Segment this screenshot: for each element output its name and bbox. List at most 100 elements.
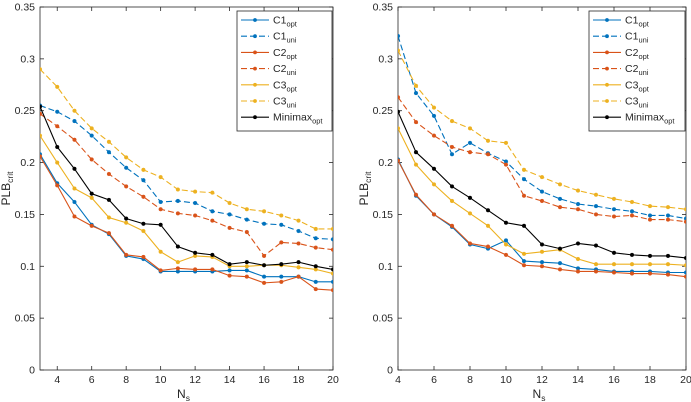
- data-point: [296, 241, 301, 246]
- data-point: [175, 266, 180, 271]
- data-point: [521, 193, 527, 198]
- data-point: [398, 48, 401, 53]
- data-point: [106, 231, 111, 236]
- series-line: [40, 153, 333, 283]
- data-point: [485, 138, 491, 143]
- data-point: [629, 252, 635, 257]
- data-point: [244, 230, 249, 235]
- data-point: [683, 274, 686, 279]
- series-c3-uni: [40, 67, 333, 231]
- data-point: [313, 287, 318, 292]
- data-point: [683, 255, 686, 261]
- data-point: [89, 195, 94, 200]
- series-minimax-opt: [40, 104, 333, 272]
- y-tick-label: 0.25: [15, 105, 36, 117]
- data-point: [449, 184, 455, 189]
- data-point: [175, 211, 180, 216]
- series-c3-opt: [40, 133, 333, 276]
- series-c2-opt: [40, 154, 333, 293]
- data-point: [158, 175, 163, 180]
- series-c3-opt: [398, 126, 686, 268]
- series-line: [40, 106, 333, 270]
- data-point: [503, 238, 509, 243]
- data-point: [227, 225, 232, 230]
- legend-entry: C2opt: [593, 47, 650, 61]
- data-point: [485, 244, 491, 249]
- data-point: [55, 183, 60, 188]
- data-point: [521, 251, 527, 256]
- data-point: [296, 228, 301, 234]
- data-point: [158, 222, 163, 227]
- x-tick-label: 18: [644, 374, 656, 386]
- data-point: [244, 260, 249, 265]
- series-minimax-opt: [398, 109, 686, 261]
- y-tick-label: 0.2: [378, 157, 393, 169]
- data-point: [262, 263, 267, 268]
- data-point: [611, 196, 617, 201]
- legend-marker: [253, 18, 257, 22]
- data-point: [647, 262, 653, 267]
- data-point: [665, 205, 671, 210]
- data-point: [467, 140, 473, 145]
- data-point: [210, 190, 215, 195]
- data-point: [593, 243, 599, 248]
- data-point: [398, 126, 401, 131]
- data-point: [398, 95, 401, 100]
- data-point: [175, 244, 180, 249]
- data-point: [141, 178, 146, 183]
- y-tick-label: 0.05: [15, 313, 36, 325]
- data-point: [449, 152, 455, 157]
- data-point: [665, 213, 671, 218]
- data-point: [106, 197, 111, 202]
- data-point: [485, 223, 491, 228]
- data-point: [398, 109, 401, 114]
- legend-box: [236, 10, 333, 132]
- series-c1-uni: [40, 103, 333, 242]
- data-point: [279, 279, 284, 284]
- data-point: [141, 194, 146, 199]
- legend-label: C2opt: [625, 47, 650, 61]
- legend-marker: [253, 99, 257, 103]
- data-point: [449, 119, 455, 124]
- legend-entry: C2uni: [593, 63, 649, 77]
- legend-marker: [605, 66, 609, 71]
- legend-entry: C1opt: [593, 15, 650, 29]
- data-point: [296, 265, 301, 270]
- legend: C1opt C1uni C2opt C2uni C3opt C3uni Minimaxopt: [588, 10, 686, 132]
- series-line: [398, 111, 686, 259]
- legend-marker: [253, 50, 257, 55]
- x-tick-label: 4: [54, 374, 60, 386]
- legend-label: C2opt: [273, 47, 298, 61]
- data-point: [40, 133, 43, 138]
- data-point: [611, 262, 617, 267]
- series-c2-uni: [398, 95, 686, 224]
- series-c1-uni: [398, 33, 686, 221]
- data-point: [330, 288, 333, 293]
- data-point: [193, 200, 198, 206]
- data-point: [279, 240, 284, 245]
- x-tick-label: 14: [224, 374, 236, 386]
- data-point: [467, 150, 473, 155]
- data-point: [557, 196, 563, 201]
- data-point: [227, 212, 232, 217]
- data-point: [124, 155, 129, 160]
- x-axis-label: Ns: [177, 387, 190, 402]
- data-point: [55, 84, 60, 89]
- data-point: [629, 262, 635, 267]
- data-point: [296, 274, 301, 279]
- data-point: [244, 207, 249, 212]
- legend-entry: Minimaxopt: [593, 112, 675, 126]
- data-point: [557, 261, 563, 266]
- data-point: [296, 218, 301, 223]
- x-tick-label: 14: [572, 374, 584, 386]
- data-point: [330, 267, 333, 272]
- data-point: [629, 271, 635, 276]
- data-point: [175, 187, 180, 192]
- data-point: [485, 152, 491, 157]
- legend-marker: [253, 66, 257, 71]
- x-tick-label: 10: [155, 374, 167, 386]
- data-point: [521, 167, 527, 172]
- data-point: [106, 171, 111, 177]
- legend-entry: C1uni: [593, 31, 649, 45]
- data-point: [227, 268, 232, 273]
